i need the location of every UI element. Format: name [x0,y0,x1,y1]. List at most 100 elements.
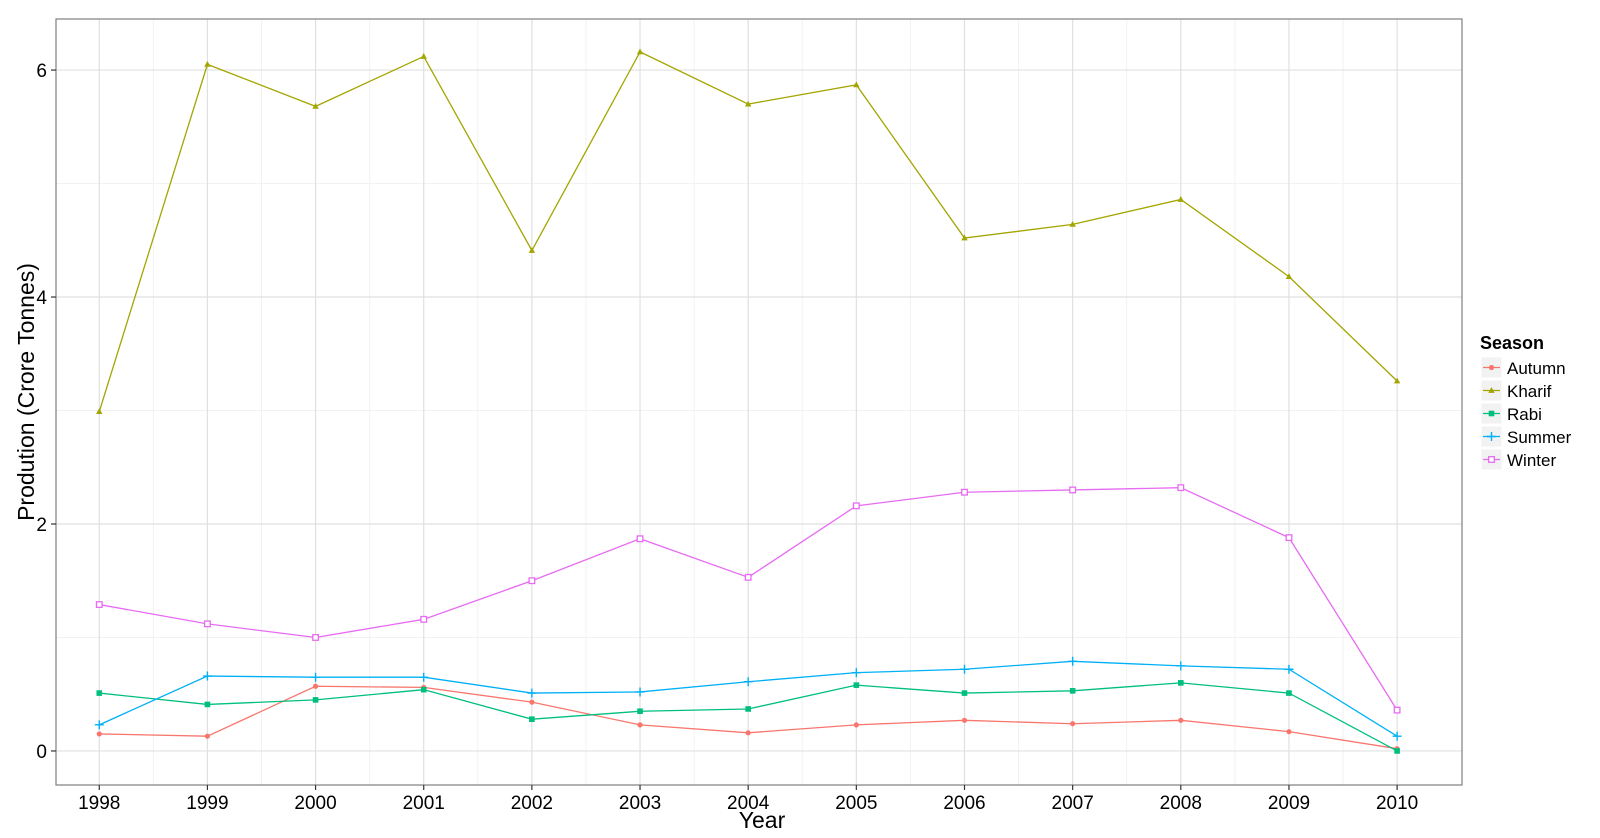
legend-label-summer: Summer [1507,428,1572,447]
data-point-summer [202,671,212,681]
data-point-summer [743,677,753,687]
legend-label-rabi: Rabi [1507,405,1542,424]
x-tick-label: 2001 [403,793,445,814]
x-tick-label: 2008 [1160,793,1202,814]
legend-label-winter: Winter [1507,451,1556,470]
data-point-rabi [312,697,319,703]
data-point-rabi [204,701,211,708]
data-point-kharif [636,48,644,55]
data-point-kharif [1393,377,1401,384]
data-point-rabi [1178,680,1184,686]
data-point-autumn [204,733,211,739]
data-point-autumn [312,683,319,689]
plot-panel [56,19,1462,785]
data-point-rabi [1286,690,1292,696]
data-point-summer [94,720,104,730]
data-point-rabi [637,708,643,715]
data-point-summer [527,688,537,698]
data-point-autumn [1286,729,1292,735]
data-point-winter [744,573,752,581]
data-point-autumn [745,730,751,736]
data-point-autumn [529,699,535,705]
data-point-autumn [1178,717,1184,723]
plot-background [56,19,1462,785]
data-point-winter [1393,706,1401,714]
data-point-kharif [420,53,427,59]
data-point-autumn [961,717,968,723]
data-point-kharif [528,247,536,253]
data-point-winter [420,615,428,623]
data-point-rabi [529,716,535,722]
y-tick-label: 4 [36,288,47,309]
data-point-summer [1068,656,1078,666]
data-point-kharif [1069,221,1076,227]
data-point-kharif [312,102,319,109]
x-tick-label: 2004 [727,793,770,814]
x-tick-label: 2010 [1376,793,1418,814]
data-point-kharif [1285,273,1293,280]
data-point-winter [636,535,644,543]
series-points [94,48,1402,754]
data-point-autumn [96,731,102,737]
x-tick-label: 2002 [511,793,553,814]
data-point-winter [852,502,860,510]
legend-marker-autumn [1488,364,1495,371]
data-point-summer [1176,661,1186,671]
data-point-rabi [853,682,860,688]
data-point-summer [851,668,861,678]
data-point-summer [1284,664,1294,674]
data-point-summer [311,672,321,682]
legend-label-autumn: Autumn [1507,359,1566,378]
data-point-winter [961,488,968,496]
data-point-winter [1177,484,1185,492]
data-point-winter [203,620,211,628]
data-point-rabi [745,706,751,712]
data-point-kharif [961,234,968,241]
y-tick-label: 6 [36,61,47,82]
data-point-kharif [96,408,103,415]
x-tick-label: 2009 [1268,793,1310,814]
data-point-kharif [853,81,860,88]
data-point-winter [312,634,320,641]
legend-marker-summer [1487,432,1496,441]
x-tick-label: 2003 [619,793,661,814]
legend-marker-kharif [1488,387,1495,393]
x-tick-label: 2005 [835,793,877,814]
legend-marker-rabi [1488,410,1495,417]
data-point-winter [1069,486,1077,494]
y-tick-label: 2 [36,515,47,536]
y-axis-title: Prodution (Crore Tonnes) [13,263,39,521]
x-tick-label: 1998 [78,793,120,814]
data-point-kharif [1177,196,1184,202]
data-point-summer [635,687,645,697]
data-point-winter [1285,534,1293,542]
data-point-rabi [96,690,103,696]
x-tick-label: 2007 [1052,793,1094,814]
data-point-summer [419,672,429,682]
x-tick-label: 2006 [943,793,985,814]
data-point-summer [1392,731,1402,741]
legend: Season Autumn Kharif Rabi Summer Winter [1480,333,1572,471]
data-point-autumn [637,722,643,728]
x-tick-label: 2000 [294,793,336,814]
data-point-winter [528,577,536,585]
plot-border [55,18,1463,786]
legend-title: Season [1480,333,1544,353]
y-tick-label: 0 [36,742,47,763]
x-axis-title: Year [739,807,786,833]
data-point-kharif [204,60,211,67]
legend-marker-winter [1488,456,1495,463]
x-tick-label: 1999 [186,793,228,814]
data-point-winter [95,601,103,609]
data-point-rabi [961,690,968,696]
data-point-autumn [853,722,859,728]
data-point-kharif [744,100,752,107]
data-point-rabi [1069,688,1076,694]
data-point-autumn [1070,721,1076,727]
data-point-rabi [1394,748,1400,754]
axes: 0 2 4 6 1998 1999 2000 2001 2002 2003 2004 2005 2006… [36,18,1463,814]
legend-label-kharif: Kharif [1507,382,1552,401]
data-point-summer [959,664,969,674]
data-point-rabi [420,686,427,693]
